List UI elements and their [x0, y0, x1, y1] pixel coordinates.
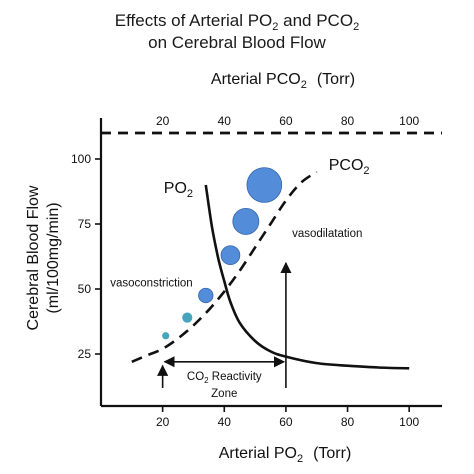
chart-title-line1: Effects of Arterial PO2 and PCO2 [115, 11, 359, 33]
pco2-curve [131, 170, 318, 363]
top-x-tick-label: 20 [156, 114, 170, 128]
cbf-bubble [220, 245, 241, 266]
cbf-bubble [162, 332, 170, 340]
title-text-a: Effects of Arterial PO [115, 11, 272, 30]
pco2-series-label: PCO2 [329, 157, 370, 177]
zone-label-co: CO [187, 371, 204, 383]
x-tick-label: 60 [279, 415, 293, 429]
vasoconstriction-label: vasoconstriction [110, 277, 192, 289]
top-x-axis-label: Arterial PCO2 (Torr) [211, 71, 355, 91]
pco2-label-sub: 2 [363, 165, 369, 177]
top-x-tick-label: 60 [279, 114, 293, 128]
zone-label-line2: Zone [211, 388, 237, 400]
po2-label-text: PO [164, 180, 187, 197]
bottom-x-axis-label: Arterial PO2 (Torr) [219, 445, 352, 465]
title-text-b: and PCO [278, 11, 353, 30]
bottom-x-label-text: Arterial PO [219, 445, 297, 462]
po2-curve [204, 184, 410, 370]
x-tick-label: 100 [399, 415, 419, 429]
x-tick-label: 80 [341, 415, 355, 429]
po2-label-sub: 2 [187, 188, 193, 200]
vasodilatation-label: vasodilatation [292, 228, 362, 240]
y-tick-label: 100 [71, 152, 91, 166]
top-x-label-unit: (Torr) [317, 71, 355, 88]
y-tick-label: 25 [78, 347, 92, 361]
y-tick-label: 50 [78, 282, 92, 296]
zone-label-sub: 2 [204, 376, 209, 385]
title-sub-b: 2 [353, 21, 359, 33]
title-sub-a: 2 [272, 21, 278, 33]
zone-label-reactivity: Reactivity [209, 371, 262, 383]
bottom-x-label-unit: (Torr) [313, 445, 351, 462]
top-x-label-sub: 2 [301, 79, 307, 91]
x-tick-label: 40 [218, 415, 232, 429]
y-tick-label: 75 [78, 217, 92, 231]
top-x-label-text: Arterial PCO [211, 71, 301, 88]
cbf-bubble [182, 312, 193, 323]
pco2-label-text: PCO [329, 157, 364, 174]
x-tick-label: 20 [156, 415, 170, 429]
top-x-tick-label: 80 [341, 114, 355, 128]
bottom-x-label-sub: 2 [297, 453, 303, 465]
top-x-tick-label: 40 [218, 114, 232, 128]
chart-title-line2: on Cerebral Blood Flow [148, 33, 326, 52]
zone-label-line1: CO2 Reactivity [187, 371, 262, 385]
cbf-bubble [198, 287, 214, 304]
top-x-tick-label: 100 [399, 114, 419, 128]
cbf-bubble [232, 207, 260, 235]
plot-area: 2020404060608080100100255075100PO2PCO2va… [71, 114, 442, 429]
cbf-bubble [246, 167, 283, 203]
po2-series-label: PO2 [164, 180, 193, 200]
y-axis-label-group: Cerebral Blood Flow (ml/100mg/min) [25, 185, 62, 330]
y-axis-label-line1: Cerebral Blood Flow [25, 185, 42, 330]
y-axis-label-line2: (ml/100mg/min) [45, 202, 62, 313]
